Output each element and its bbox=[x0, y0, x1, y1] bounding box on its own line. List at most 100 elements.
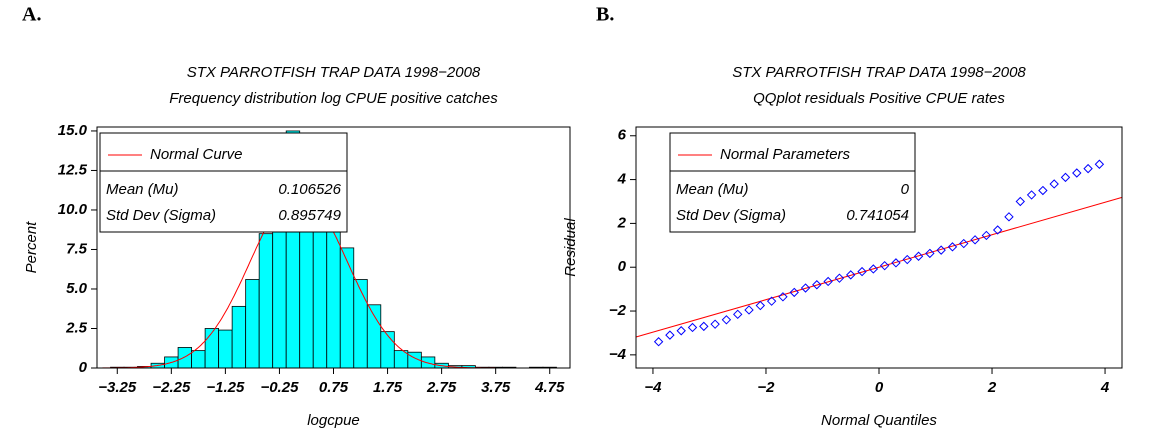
qq-point bbox=[970, 235, 980, 245]
y-tick-label: 0 bbox=[79, 359, 88, 376]
chart-subtitle: QQplot residuals Positive CPUE rates bbox=[753, 90, 1005, 107]
qq-point bbox=[699, 321, 709, 332]
qq-point bbox=[676, 326, 686, 336]
x-tick-label: −2.25 bbox=[152, 379, 191, 396]
stats-box bbox=[669, 170, 916, 233]
qq-point bbox=[665, 330, 675, 340]
qq-point bbox=[857, 266, 867, 277]
y-tick-label: −4 bbox=[609, 346, 627, 363]
histogram-bar bbox=[191, 350, 206, 369]
y-tick-label: 7.5 bbox=[66, 240, 88, 257]
qq-point bbox=[721, 315, 732, 325]
x-tick-label: 3.75 bbox=[481, 379, 511, 396]
qq-point bbox=[879, 260, 890, 271]
chart-subtitle: Frequency distribution log CPUE positive… bbox=[169, 90, 498, 107]
x-tick-label: 2.75 bbox=[426, 379, 457, 396]
legend-box bbox=[99, 132, 348, 172]
mean-label: Mean (Mu) bbox=[676, 181, 749, 198]
qq-point bbox=[947, 242, 958, 252]
sigma-label: Std Dev (Sigma) bbox=[106, 207, 216, 224]
histogram-bar bbox=[177, 347, 192, 369]
histogram-bar bbox=[245, 279, 260, 369]
x-axis-label: logcpue bbox=[307, 412, 360, 429]
sigma-label: Std Dev (Sigma) bbox=[676, 207, 786, 224]
y-tick-label: 12.5 bbox=[58, 161, 88, 178]
qq-point bbox=[1072, 168, 1082, 178]
qq-point bbox=[1026, 190, 1037, 200]
qq-point bbox=[1094, 159, 1105, 169]
y-tick-label: −2 bbox=[609, 302, 627, 319]
y-tick-label: 10.0 bbox=[58, 201, 88, 218]
x-tick-label: −2 bbox=[757, 379, 775, 396]
x-tick-label: 4 bbox=[1100, 379, 1110, 396]
histogram-bar bbox=[299, 214, 314, 369]
x-tick-label: 4.75 bbox=[534, 379, 565, 396]
mean-value: 0.106526 bbox=[278, 181, 341, 198]
y-tick-label: 6 bbox=[618, 127, 627, 144]
qq-point bbox=[800, 283, 811, 293]
chart-title: STX PARROTFISH TRAP DATA 1998−2008 bbox=[732, 64, 1026, 81]
qq-point bbox=[959, 238, 969, 249]
qq-point bbox=[744, 305, 754, 315]
qq-point bbox=[766, 296, 777, 306]
mean-value: 0 bbox=[901, 181, 910, 198]
qq-point bbox=[755, 300, 766, 311]
stats-box bbox=[99, 170, 348, 233]
y-tick-label: 2 bbox=[617, 214, 627, 231]
qq-point bbox=[902, 254, 912, 265]
qq-point bbox=[1004, 212, 1014, 222]
qq-point bbox=[868, 264, 879, 274]
y-tick-label: 4 bbox=[617, 171, 627, 188]
qq-point bbox=[653, 337, 664, 347]
qq-point bbox=[778, 292, 788, 302]
histogram-bar bbox=[339, 247, 355, 369]
qq-point bbox=[1049, 179, 1059, 189]
qq-point bbox=[1015, 196, 1025, 207]
mean-label: Mean (Mu) bbox=[106, 181, 179, 198]
x-tick-label: 0.75 bbox=[319, 379, 349, 396]
qq-point bbox=[1060, 172, 1071, 183]
x-axis-label: Normal Quantiles bbox=[821, 412, 937, 429]
y-tick-label: 5.0 bbox=[66, 280, 88, 297]
x-tick-label: −0.25 bbox=[260, 379, 299, 396]
legend-label: Normal Parameters bbox=[720, 146, 851, 163]
y-tick-label: 2.5 bbox=[65, 319, 88, 336]
qq-point bbox=[936, 245, 946, 255]
sigma-value: 0.741054 bbox=[846, 207, 909, 224]
panel-label: A. bbox=[22, 4, 41, 26]
qq-point bbox=[687, 322, 698, 333]
y-axis-label: Residual bbox=[562, 218, 579, 277]
plot-frame bbox=[635, 126, 1123, 369]
qq-point bbox=[823, 276, 833, 287]
qq-point bbox=[834, 273, 845, 283]
legend-label: Normal Curve bbox=[150, 146, 243, 163]
y-tick-label: 0 bbox=[618, 258, 627, 275]
plot-frame bbox=[96, 126, 571, 369]
qq-point bbox=[1083, 163, 1093, 174]
qq-point bbox=[710, 319, 720, 329]
x-tick-label: 1.75 bbox=[373, 379, 403, 396]
histogram-bar bbox=[204, 328, 220, 369]
qq-point bbox=[913, 251, 924, 261]
qq-point bbox=[1038, 185, 1048, 196]
x-tick-label: 2 bbox=[987, 379, 997, 396]
qq-point bbox=[925, 248, 935, 259]
histogram-bar bbox=[420, 356, 436, 369]
x-tick-label: 0 bbox=[875, 379, 884, 396]
histogram-bar bbox=[258, 233, 274, 369]
qq-point bbox=[846, 270, 856, 280]
qq-point bbox=[992, 225, 1003, 235]
qq-point bbox=[733, 309, 743, 320]
qq-point bbox=[891, 258, 901, 268]
qq-point bbox=[789, 287, 799, 298]
histogram-bar bbox=[353, 279, 368, 369]
qq-point bbox=[981, 230, 992, 241]
histogram-bar bbox=[366, 304, 382, 369]
chart-title: STX PARROTFISH TRAP DATA 1998−2008 bbox=[187, 64, 481, 81]
histogram-bar bbox=[231, 305, 247, 369]
y-tick-label: 15.0 bbox=[58, 122, 88, 139]
x-tick-label: −1.25 bbox=[206, 379, 245, 396]
y-axis-label: Percent bbox=[23, 221, 40, 274]
sigma-value: 0.895749 bbox=[278, 207, 341, 224]
